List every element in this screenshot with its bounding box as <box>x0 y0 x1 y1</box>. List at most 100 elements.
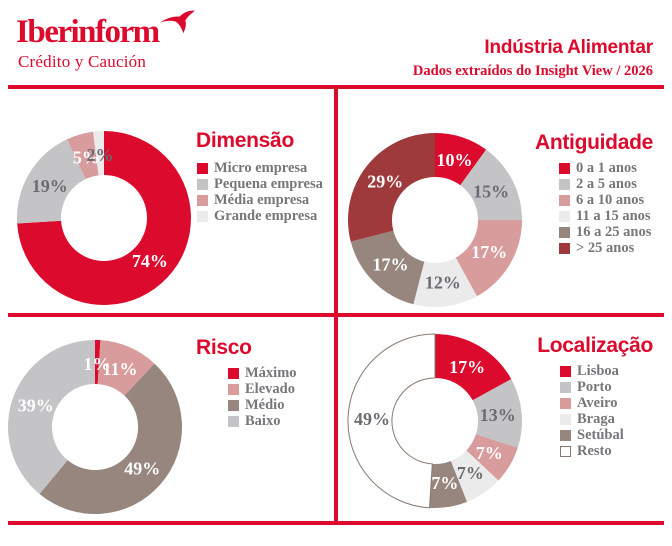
donut-slice-6-a-10-anos <box>455 220 522 297</box>
legend-swatch-pink <box>559 194 570 206</box>
donut-slice-micro-empresa <box>17 131 191 305</box>
legend-label: Setúbal <box>577 426 624 443</box>
legend-swatch-red <box>197 162 208 174</box>
donut-slice-elevado <box>97 340 155 396</box>
antiguidade-title: Antiguidade <box>534 131 653 154</box>
donut-value-label-11-a-15-anos: 12% <box>425 273 461 293</box>
donut-value-label-porto: 13% <box>480 405 516 425</box>
risco-legend: Máximo Elevado Médio Baixo <box>228 365 297 429</box>
dimensao-title: Dimensão <box>196 129 294 152</box>
antiguidade-donut-chart: 10%15% 17% 12% 17% 29% <box>347 132 522 308</box>
page-subtitle: Dados extraídos do Insight View / 2026 <box>412 63 653 79</box>
legend-label: 2 a 5 anos <box>576 175 637 192</box>
risco-donut-chart: 1%11% 49% 39% <box>8 340 183 515</box>
legend-item-resto: Resto <box>560 443 624 459</box>
legend-item-elevado: Elevado <box>228 381 297 397</box>
vertical-divider-rule <box>334 85 338 525</box>
donut-slice-2-a-5-anos <box>460 149 522 220</box>
legend-item-6-a-10-anos: 6 a 10 anos <box>559 192 651 208</box>
legend-swatch-pink <box>197 194 208 206</box>
legend-swatch-lightgray <box>559 210 570 222</box>
legend-label: 0 a 1 anos <box>576 159 637 176</box>
localizacao-title: Localização <box>537 334 653 357</box>
legend-item-m-dia-empresa: Média empresa <box>197 192 323 208</box>
donut-slice-aveiro <box>466 434 518 481</box>
antiguidade-legend: 0 a 1 anos 2 a 5 anos 6 a 10 anos 11 a 15 a… <box>559 160 651 256</box>
legend-item-16-a-25-anos: 16 a 25 anos <box>559 224 651 240</box>
donut-value-label-m-dio: 49% <box>124 459 160 479</box>
legend-swatch-gray <box>559 178 570 190</box>
legend-swatch-white <box>560 445 571 457</box>
legend-item-set-bal: Setúbal <box>560 427 624 443</box>
legend-item-0-a-1-anos: 0 a 1 anos <box>559 160 651 176</box>
donut-value-label-6-a-10-anos: 17% <box>471 242 507 262</box>
donut-value-label-grande-empresa: 2% <box>87 145 114 165</box>
legend-swatch-taupe <box>559 226 570 238</box>
donut-value-label-resto: 49% <box>354 409 390 429</box>
donut-value-label-lisboa: 17% <box>449 357 485 377</box>
legend-label: 6 a 10 anos <box>576 191 645 208</box>
legend-label: Lisboa <box>577 362 619 379</box>
legend-swatch-red <box>559 162 570 174</box>
donut-value-label-aveiro: 7% <box>476 443 503 463</box>
brand-subtitle: Crédito y Caución <box>18 52 147 71</box>
donut-value-label-0-a-1-anos: 10% <box>436 150 472 170</box>
legend-label: Elevado <box>245 380 295 397</box>
legend-swatch-maroon <box>559 242 570 254</box>
legend-swatch-gray <box>197 178 208 190</box>
legend-label: Grande empresa <box>214 207 318 224</box>
legend-item-11-a-15-anos: 11 a 15 anos <box>559 208 651 224</box>
donut-value-label-set-bal: 7% <box>431 473 458 493</box>
donut-slice-baixo <box>8 340 95 495</box>
donut-slice-pequena-empresa <box>16 139 86 224</box>
donut-value-label-pequena-empresa: 19% <box>32 176 68 196</box>
legend-swatch-red <box>228 367 239 379</box>
donut-slice-m-ximo <box>95 340 101 385</box>
legend-swatch-gray <box>228 415 239 427</box>
legend-item-lisboa: Lisboa <box>560 363 624 379</box>
page-title: Indústria Alimentar <box>484 37 653 58</box>
donut-slice-grande-empresa <box>93 131 104 176</box>
donut-slice-m-dio <box>39 363 183 515</box>
legend-label: Média empresa <box>214 191 310 208</box>
legend-item-porto: Porto <box>560 379 624 395</box>
legend-label: Braga <box>577 410 615 427</box>
legend-swatch-lightgray <box>197 210 208 222</box>
legend-swatch-gray <box>560 381 571 393</box>
legend-label: Micro empresa <box>214 159 308 176</box>
donut-slice-m-dia-empresa <box>66 131 99 180</box>
legend-label: Resto <box>577 442 612 459</box>
legend-label: Médio <box>245 396 285 413</box>
legend-label: 16 a 25 anos <box>576 223 652 240</box>
legend-swatch-taupe <box>560 429 571 441</box>
donut-value-label-16-a-25-anos: 17% <box>372 255 408 275</box>
legend-swatch-pink <box>560 397 571 409</box>
legend-item-m-dio: Médio <box>228 397 297 413</box>
donut-value-label-elevado: 11% <box>103 359 138 379</box>
legend-item-micro-empresa: Micro empresa <box>197 160 323 176</box>
donut-slice-set-bal <box>429 460 468 509</box>
donut-slice-0-a-1-anos <box>435 133 487 186</box>
donut-value-label-micro-empresa: 74% <box>132 251 168 271</box>
legend-label: 11 a 15 anos <box>576 207 651 224</box>
donut-value-label-braga: 7% <box>457 463 484 483</box>
localizacao-legend: Lisboa Porto Aveiro Braga Setúbal Resto <box>560 363 624 459</box>
legend-label: Pequena empresa <box>214 175 323 192</box>
swallow-icon <box>160 10 195 34</box>
donut-slice-16-a-25-anos <box>350 230 425 305</box>
legend-label: Máximo <box>245 364 297 381</box>
brand-wordmark: Iberinform <box>16 14 160 50</box>
legend-label: Aveiro <box>577 394 618 411</box>
donut-value-label-25-anos: 29% <box>367 171 403 191</box>
donut-slice-lisboa <box>435 334 512 401</box>
donut-slice-11-a-15-anos <box>413 257 477 308</box>
legend-item-braga: Braga <box>560 411 624 427</box>
legend-item-m-ximo: Máximo <box>228 365 297 381</box>
localizacao-donut-chart: 17%13%7%7%7%49% <box>347 333 522 509</box>
legend-item-aveiro: Aveiro <box>560 395 624 411</box>
risco-title: Risco <box>196 336 252 359</box>
legend-item-25-anos: > 25 anos <box>559 240 651 256</box>
legend-swatch-pink <box>228 383 239 395</box>
legend-item-2-a-5-anos: 2 a 5 anos <box>559 176 651 192</box>
